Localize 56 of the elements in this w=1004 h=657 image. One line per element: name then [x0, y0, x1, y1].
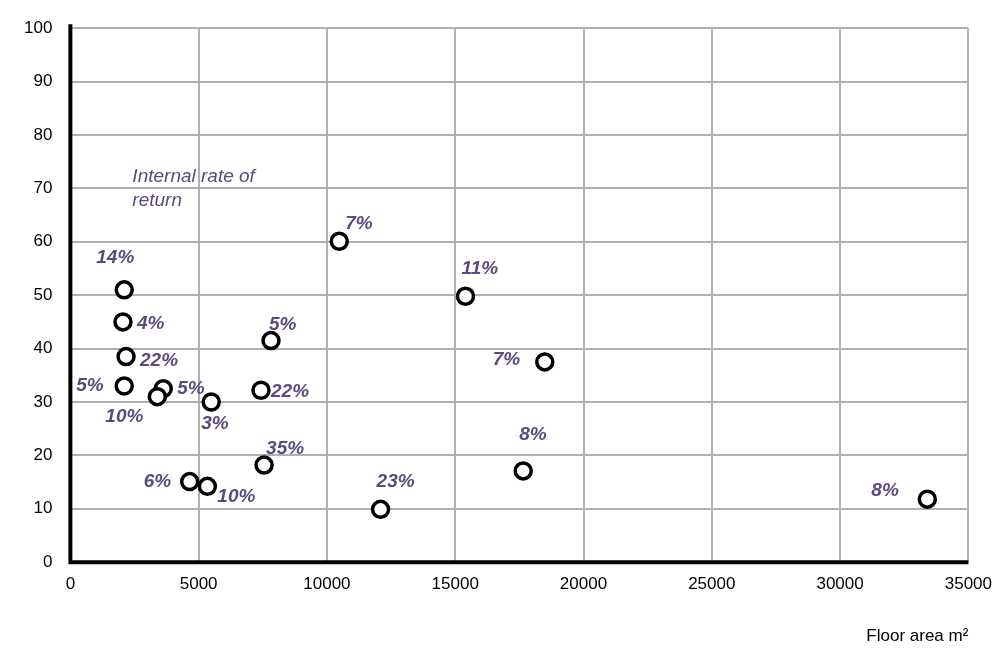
point: [179, 471, 200, 492]
annotation: 10%: [217, 484, 256, 506]
annotation: 5%: [76, 374, 104, 396]
x-tick-label: 15000: [431, 574, 479, 594]
point: [201, 392, 221, 412]
point: [535, 352, 555, 372]
annotation: 5%: [177, 376, 205, 398]
annotation: 35%: [266, 437, 305, 459]
annotation: 3%: [201, 412, 229, 434]
x-axis-title: Floor area m²: [866, 626, 969, 646]
point: [370, 499, 391, 520]
x-tick-label: 35000: [944, 574, 992, 594]
annotation: 8%: [519, 423, 547, 445]
annotation: 7%: [492, 348, 521, 370]
y-tick-label: 60: [33, 231, 53, 251]
x-tick-label: 30000: [816, 574, 864, 594]
annotation: 7%: [345, 211, 373, 233]
point: [113, 312, 133, 332]
point: [513, 461, 533, 481]
annotation: 14%: [96, 246, 135, 268]
point: [147, 386, 168, 407]
y-tick-label: 20: [33, 445, 53, 465]
y-tick-label: 30: [33, 391, 53, 411]
y-tick-label: 40: [33, 338, 53, 358]
point: [329, 231, 349, 252]
annotation: 10%: [105, 404, 144, 426]
annotation: Internal rate of return: [132, 165, 257, 211]
point: [917, 489, 938, 509]
y-tick-label: 10: [33, 498, 53, 518]
annotation: 4%: [135, 312, 165, 334]
point: [251, 380, 271, 400]
annotation: 11%: [461, 256, 499, 278]
annotation: 22%: [139, 348, 179, 370]
y-tick-label: 0: [42, 551, 53, 571]
x-tick-label: 25000: [688, 574, 736, 594]
point: [197, 476, 218, 497]
point: [261, 330, 281, 351]
point: [114, 376, 134, 396]
point: [116, 346, 136, 367]
y-tick-label: 90: [33, 71, 53, 91]
annotation: 5%: [269, 312, 297, 334]
x-tick-label: 10000: [303, 574, 351, 594]
x-tick-label: 5000: [179, 574, 218, 594]
point: [254, 455, 274, 475]
y-tick-label: 80: [33, 124, 53, 144]
annotation: 8%: [871, 479, 899, 501]
point: [114, 280, 134, 300]
x-tick-label: 0: [65, 574, 76, 594]
y-tick-label: 70: [33, 178, 53, 198]
annotation: 22%: [270, 380, 310, 402]
y-tick-label: 50: [33, 284, 53, 304]
x-tick-label: 20000: [559, 574, 608, 594]
point: [455, 286, 476, 307]
annotation: 23%: [375, 469, 415, 491]
y-tick-label: 100: [23, 17, 53, 37]
annotation: 6%: [143, 469, 172, 491]
